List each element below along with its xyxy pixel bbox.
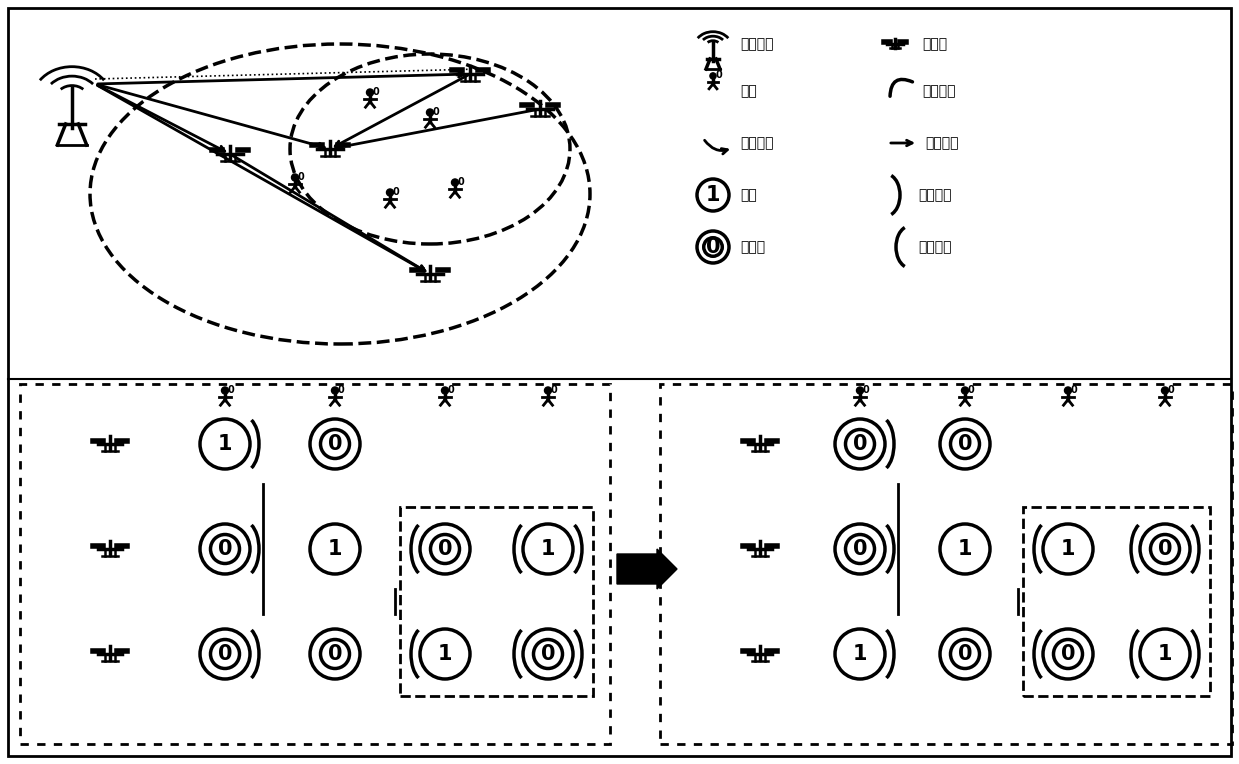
Text: 未接入: 未接入 — [740, 240, 766, 254]
Text: 高速缓存: 高速缓存 — [922, 84, 955, 98]
Text: 0: 0 — [862, 385, 870, 395]
Text: 0: 0 — [432, 107, 440, 118]
Circle shape — [441, 387, 449, 394]
Text: 1: 1 — [852, 644, 867, 664]
Text: 地面基站: 地面基站 — [740, 37, 773, 51]
Text: 0: 0 — [1061, 644, 1075, 664]
Circle shape — [222, 387, 228, 394]
Text: 0: 0 — [338, 385, 344, 395]
Text: 0: 0 — [228, 385, 234, 395]
Text: 0: 0 — [852, 434, 867, 454]
Text: 用户: 用户 — [740, 84, 757, 98]
Text: 接入: 接入 — [740, 188, 757, 202]
Text: 交换用户: 交换用户 — [918, 240, 952, 254]
Text: 1: 1 — [218, 434, 232, 454]
Text: 0: 0 — [715, 70, 722, 80]
Circle shape — [544, 387, 551, 394]
Text: 0: 0 — [852, 539, 867, 559]
Text: 0: 0 — [968, 385, 975, 395]
Text: 1: 1 — [958, 539, 973, 559]
FancyArrow shape — [617, 549, 676, 589]
Text: 0: 0 — [437, 539, 452, 559]
Bar — [400, 507, 593, 696]
Text: 0: 0 — [540, 644, 555, 664]
Circle shape — [367, 89, 373, 96]
Text: 1: 1 — [437, 644, 452, 664]
Circle shape — [1161, 387, 1168, 394]
Text: 0: 0 — [328, 434, 342, 454]
Text: 0: 0 — [1168, 385, 1175, 395]
Text: 0: 0 — [706, 237, 720, 257]
Circle shape — [1064, 387, 1072, 394]
Text: 下行链路: 下行链路 — [740, 136, 773, 150]
Circle shape — [426, 109, 434, 116]
Text: 内容用户: 内容用户 — [918, 188, 952, 202]
Text: 0: 0 — [218, 539, 232, 559]
Text: 0: 0 — [328, 644, 342, 664]
Text: 0: 0 — [958, 644, 973, 664]
Text: 0: 0 — [458, 177, 465, 187]
Text: 无人机: 无人机 — [922, 37, 947, 51]
Text: 0: 0 — [1070, 385, 1078, 395]
Text: 0: 0 — [551, 385, 558, 395]
Circle shape — [291, 174, 299, 181]
Text: 0: 0 — [447, 385, 455, 395]
Circle shape — [710, 73, 716, 79]
Text: 1: 1 — [328, 539, 342, 559]
Text: 0: 0 — [373, 87, 379, 97]
Circle shape — [451, 179, 458, 186]
Bar — [660, 384, 1232, 744]
Circle shape — [856, 387, 864, 394]
Text: 0: 0 — [297, 172, 305, 183]
Circle shape — [961, 387, 969, 394]
Circle shape — [332, 387, 338, 394]
Text: 1: 1 — [1061, 539, 1075, 559]
Text: 1: 1 — [1157, 644, 1172, 664]
Text: 1: 1 — [706, 185, 720, 205]
Text: 0: 0 — [218, 644, 232, 664]
Circle shape — [387, 189, 394, 196]
Text: 1: 1 — [540, 539, 555, 559]
Text: 0: 0 — [393, 187, 400, 197]
Text: 0: 0 — [958, 434, 973, 454]
Text: 0: 0 — [1157, 539, 1172, 559]
Bar — [20, 384, 610, 744]
Bar — [1023, 507, 1211, 696]
Text: 回程链路: 回程链路 — [926, 136, 959, 150]
